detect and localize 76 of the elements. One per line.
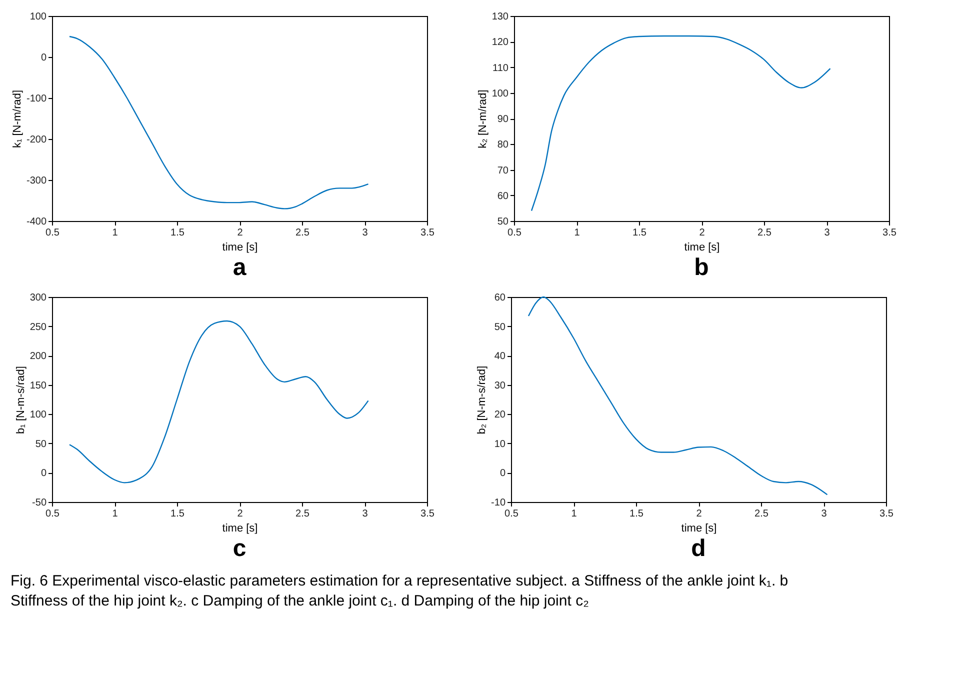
x-tick-label: 2 (696, 508, 702, 520)
y-axis-title: b₂ [N-m-s/rad] (476, 366, 488, 434)
y-tick-label: 60 (497, 190, 509, 202)
x-tick-label: 1.5 (170, 508, 185, 520)
y-tick-label: 0 (40, 52, 47, 64)
x-tick-label: 1.5 (630, 508, 644, 520)
x-tick-label: 3.5 (420, 508, 435, 520)
y-tick-label: 50 (35, 438, 47, 450)
text: d (691, 535, 706, 562)
x-tick-label: 3.5 (882, 228, 897, 238)
x-tick-label: 3 (821, 508, 828, 520)
x-tick-label: 1.5 (632, 228, 647, 238)
y-tick-label: 130 (492, 12, 509, 22)
y-tick-label: 0 (40, 468, 47, 480)
y-axis-title: k₁ [N-m/rad] (11, 90, 24, 148)
x-axis-title: time [s] (684, 242, 720, 254)
x-axis-title: time [s] (681, 522, 717, 534)
x-tick-label: 2 (237, 508, 244, 520)
x-tick-label: 0.5 (508, 228, 522, 238)
y-tick-label: 100 (30, 410, 47, 421)
text: c (232, 535, 246, 562)
y-tick-label: 30 (494, 380, 506, 392)
y-tick-label: 120 (492, 37, 509, 48)
y-tick-label: 100 (492, 88, 509, 100)
y-tick-label: 80 (497, 140, 509, 151)
y-axis-title: b₁ [N-m-s/rad] (14, 366, 27, 434)
x-tick-label: 0.5 (46, 228, 60, 238)
y-tick-label: 20 (494, 410, 506, 421)
y-tick-label: 300 (30, 292, 47, 304)
x-tick-label: 2.5 (296, 228, 310, 238)
x-tick-label: 3.5 (420, 228, 435, 238)
y-tick-label: 50 (494, 322, 506, 333)
line-series (530, 35, 831, 212)
x-tick-label: 1 (571, 508, 578, 520)
y-tick-label: -10 (491, 498, 506, 508)
caption: Fig. 6 Experimental visco-elastic parameters estimation for a representative subject. a Stiffness of the ankle joint k₁. b Stiffness of the hip joint k₂. c Damping of the ankle joint c₁. d Damping of the hip joint c₂ (10, 572, 788, 610)
line-series (528, 296, 828, 496)
line-series (68, 36, 369, 210)
y-tick-label: -200 (26, 134, 47, 146)
x-tick-label: 1 (112, 228, 118, 238)
y-tick-label: 100 (30, 12, 47, 22)
x-tick-label: 0.5 (504, 508, 519, 520)
y-tick-label: -100 (26, 94, 47, 104)
x-tick-label: 3.5 (880, 508, 894, 520)
x-tick-label: 2.5 (758, 228, 772, 238)
x-tick-label: 1.5 (170, 228, 185, 238)
line-series (68, 320, 369, 484)
x-tick-label: 1 (574, 228, 580, 238)
x-tick-label: 1 (112, 508, 118, 520)
text: b (694, 254, 709, 281)
y-tick-label: 10 (494, 438, 506, 450)
y-tick-label: 60 (494, 292, 506, 304)
y-tick-label: 40 (494, 351, 506, 362)
x-tick-label: 3 (824, 228, 830, 238)
y-tick-label: 0 (500, 468, 506, 480)
text: a (232, 254, 247, 281)
x-tick-label: 0.5 (46, 508, 60, 520)
y-tick-label: 70 (497, 165, 509, 176)
y-tick-label: 250 (30, 322, 47, 333)
y-tick-label: 150 (30, 380, 47, 392)
x-tick-label: 3 (362, 228, 368, 238)
x-axis-title: time [s] (222, 522, 258, 534)
y-tick-label: 200 (30, 351, 47, 362)
y-tick-label: 50 (497, 216, 509, 228)
x-tick-label: 2 (237, 228, 244, 238)
y-tick-label: -400 (26, 216, 47, 228)
x-tick-label: 2.5 (296, 508, 310, 520)
x-tick-label: 3 (362, 508, 368, 520)
y-tick-label: -300 (26, 176, 47, 186)
y-axis-title: k₂ [N-m/rad] (476, 90, 489, 148)
y-tick-label: -50 (32, 498, 47, 508)
y-tick-label: 90 (497, 114, 509, 125)
y-tick-label: 110 (492, 62, 509, 74)
x-axis-title: time [s] (222, 242, 258, 254)
x-tick-label: 2.5 (754, 508, 769, 520)
x-tick-label: 2 (699, 228, 706, 238)
